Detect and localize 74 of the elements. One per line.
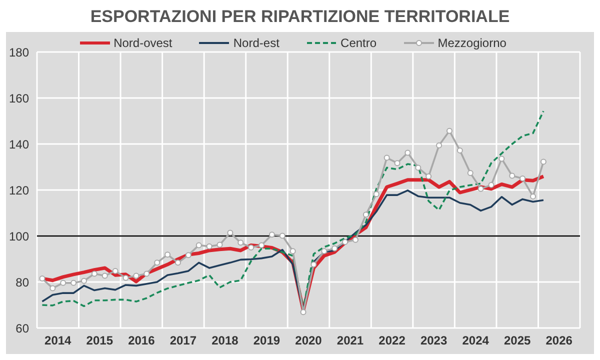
y-tick-label: 180: [8, 45, 30, 60]
point: [174, 260, 181, 266]
point: [154, 260, 160, 266]
point: [164, 252, 171, 258]
x-tick-label: 2017: [170, 334, 197, 348]
point: [498, 156, 505, 162]
point: [446, 128, 452, 134]
point: [196, 242, 202, 248]
point: [488, 182, 494, 188]
point: [70, 280, 77, 286]
x-tick-label: 2015: [86, 334, 114, 348]
point: [279, 232, 286, 239]
x-tick-label: 2026: [546, 334, 573, 348]
point: [122, 274, 129, 281]
point: [404, 150, 411, 156]
point: [50, 285, 56, 292]
x-tick-label: 2020: [295, 334, 322, 348]
x-tick-label: 2024: [462, 334, 490, 348]
x-tick-label: 2016: [128, 334, 156, 348]
point: [133, 272, 140, 279]
y-tick-label: 120: [8, 183, 30, 198]
point: [384, 154, 390, 161]
point: [227, 230, 234, 236]
point: [362, 212, 369, 218]
point: [426, 173, 432, 180]
point: [456, 147, 463, 154]
point: [102, 272, 108, 279]
point: [112, 268, 118, 274]
point: [540, 158, 546, 165]
y-tick-label: 140: [8, 137, 30, 152]
point: [60, 280, 66, 286]
x-tick-label: 2014: [44, 334, 72, 348]
point: [300, 309, 306, 316]
x-tick-label: 2023: [420, 334, 448, 348]
chart-title: ESPORTAZIONI PER RIPARTIZIONE TERRITORIALE: [89, 6, 511, 28]
point: [530, 193, 536, 200]
point: [248, 244, 254, 250]
x-tick-label: 2022: [378, 334, 406, 348]
point: [80, 278, 87, 284]
point: [520, 176, 526, 182]
point: [342, 238, 348, 245]
y-tick-label: 80: [16, 275, 30, 290]
point: [39, 276, 46, 282]
point: [290, 248, 296, 254]
point: [258, 242, 265, 248]
point: [216, 242, 223, 248]
point: [415, 164, 422, 171]
x-tick-label: 2019: [253, 334, 280, 348]
point: [91, 270, 98, 277]
point: [310, 262, 317, 268]
legend-label: Mezzogiorno: [436, 36, 506, 50]
point: [238, 240, 244, 246]
legend-label: Nord-est: [232, 36, 280, 50]
point: [373, 191, 380, 198]
y-tick-label: 160: [8, 91, 30, 106]
point: [509, 172, 516, 179]
legend-label: Nord-ovest: [112, 36, 172, 50]
point: [321, 248, 328, 254]
point: [467, 170, 474, 176]
point: [352, 236, 358, 243]
point: [268, 232, 275, 238]
point: [394, 160, 400, 166]
point: [332, 245, 338, 252]
point: [436, 142, 442, 148]
point: [478, 186, 484, 192]
y-tick-label: 100: [8, 229, 30, 244]
x-tick-label: 2018: [212, 334, 239, 348]
legend-label: Centro: [340, 36, 377, 50]
point: [206, 243, 212, 250]
x-tick-label: 2021: [336, 334, 364, 348]
point: [185, 252, 192, 258]
point: [144, 270, 150, 277]
y-tick-label: 60: [16, 321, 30, 336]
x-tick-label: 2025: [504, 334, 532, 348]
